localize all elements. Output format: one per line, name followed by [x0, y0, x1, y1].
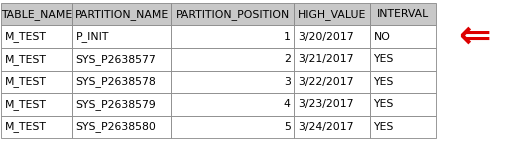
- Text: TABLE_NAME: TABLE_NAME: [1, 9, 72, 20]
- Bar: [294, 25, 369, 48]
- Bar: [1, 70, 72, 93]
- Bar: [1, 25, 72, 48]
- Bar: [369, 70, 435, 93]
- Text: 3/20/2017: 3/20/2017: [297, 32, 353, 42]
- Bar: [171, 3, 294, 25]
- Bar: [72, 3, 171, 25]
- Bar: [369, 93, 435, 116]
- Bar: [1, 116, 72, 138]
- Text: 3/23/2017: 3/23/2017: [297, 99, 353, 109]
- Text: 3/21/2017: 3/21/2017: [297, 54, 353, 64]
- Text: M_TEST: M_TEST: [5, 54, 46, 65]
- Text: ⇐: ⇐: [457, 18, 490, 56]
- Bar: [171, 116, 294, 138]
- Text: INTERVAL: INTERVAL: [376, 9, 428, 19]
- Bar: [294, 116, 369, 138]
- Text: 4: 4: [283, 99, 290, 109]
- Text: NO: NO: [373, 32, 389, 42]
- Text: 3: 3: [283, 77, 290, 87]
- Text: 3/24/2017: 3/24/2017: [297, 122, 353, 132]
- Bar: [72, 70, 171, 93]
- Text: M_TEST: M_TEST: [5, 121, 46, 132]
- Text: M_TEST: M_TEST: [5, 31, 46, 42]
- Bar: [72, 116, 171, 138]
- Bar: [369, 116, 435, 138]
- Text: YES: YES: [373, 54, 393, 64]
- Bar: [72, 93, 171, 116]
- Text: P_INIT: P_INIT: [75, 31, 109, 42]
- Bar: [72, 48, 171, 70]
- Bar: [72, 25, 171, 48]
- Text: YES: YES: [373, 122, 393, 132]
- Bar: [369, 3, 435, 25]
- Text: M_TEST: M_TEST: [5, 76, 46, 87]
- Text: 5: 5: [283, 122, 290, 132]
- Text: 3/22/2017: 3/22/2017: [297, 77, 353, 87]
- Bar: [1, 93, 72, 116]
- Bar: [171, 25, 294, 48]
- Bar: [294, 48, 369, 70]
- Bar: [294, 3, 369, 25]
- Bar: [294, 70, 369, 93]
- Text: SYS_P2638580: SYS_P2638580: [75, 121, 156, 132]
- Text: SYS_P2638579: SYS_P2638579: [75, 99, 156, 110]
- Text: YES: YES: [373, 77, 393, 87]
- Text: HIGH_VALUE: HIGH_VALUE: [297, 9, 365, 20]
- Text: SYS_P2638578: SYS_P2638578: [75, 76, 156, 87]
- Text: PARTITION_NAME: PARTITION_NAME: [74, 9, 168, 20]
- Bar: [171, 48, 294, 70]
- Text: YES: YES: [373, 99, 393, 109]
- Bar: [1, 3, 72, 25]
- Bar: [1, 48, 72, 70]
- Text: 2: 2: [283, 54, 290, 64]
- Bar: [294, 93, 369, 116]
- Text: M_TEST: M_TEST: [5, 99, 46, 110]
- Bar: [171, 93, 294, 116]
- Text: PARTITION_POSITION: PARTITION_POSITION: [175, 9, 289, 20]
- Bar: [369, 48, 435, 70]
- Text: 1: 1: [283, 32, 290, 42]
- Bar: [369, 25, 435, 48]
- Bar: [171, 70, 294, 93]
- Text: SYS_P2638577: SYS_P2638577: [75, 54, 156, 65]
